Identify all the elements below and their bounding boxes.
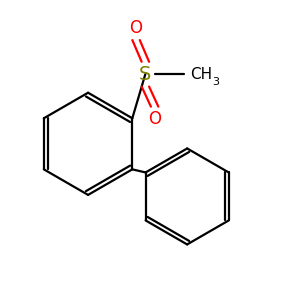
Text: O: O xyxy=(130,19,142,37)
Text: S: S xyxy=(139,64,152,84)
Text: CH: CH xyxy=(190,67,212,82)
Text: O: O xyxy=(148,110,161,128)
Text: 3: 3 xyxy=(212,77,220,87)
